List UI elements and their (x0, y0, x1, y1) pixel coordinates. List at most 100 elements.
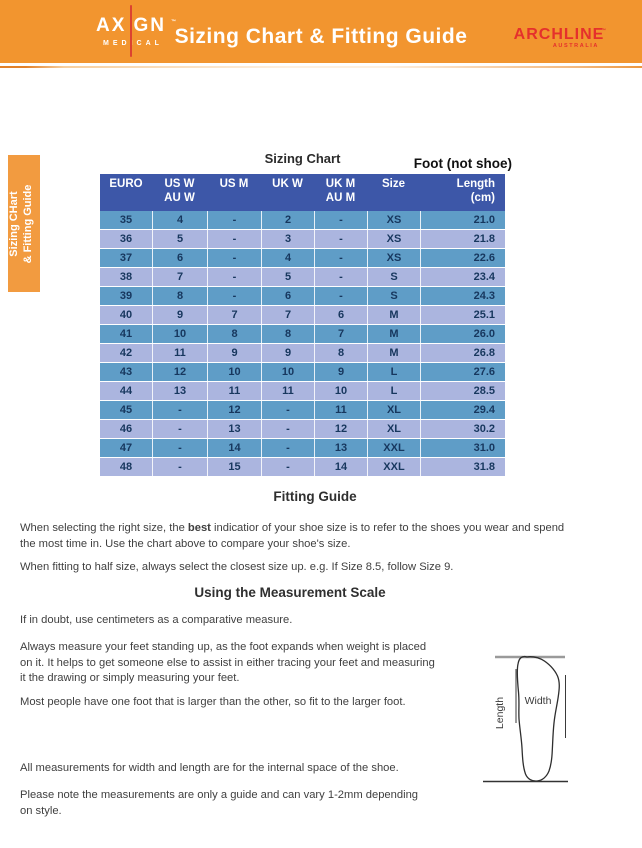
p1-post: indicatior of your shoe size is to refer… (20, 522, 565, 550)
table-cell: - (314, 249, 367, 267)
table-cell: - (207, 287, 261, 305)
axign-medical-logo: AX GN ™ MEDICAL (90, 5, 176, 57)
table-cell: 31.8 (420, 458, 505, 476)
table-cell: 7 (152, 268, 207, 286)
table-row-euro-35: 35 4-2- XS 21.0 (100, 211, 505, 230)
table-cell: - (152, 439, 207, 457)
measurement-paragraph-2: Always measure your feet standing up, as… (20, 641, 435, 684)
axign-wordmark: AX GN ™ (90, 5, 176, 57)
table-cell: - (207, 211, 261, 229)
table-cell: 26.0 (420, 325, 505, 343)
table-row-euro-46: 46-13-12 XL 30.2 (100, 420, 505, 439)
table-cell: 6 (261, 287, 314, 305)
sizing-table-header: EURO US W AU W US M UK W UK M AU M Size Length (c… (100, 174, 505, 211)
table-cell: 6 (152, 249, 207, 267)
table-cell: - (207, 230, 261, 248)
table-row-euro-40: 40 9 7 7 6 M 25.1 (100, 306, 505, 325)
table-cell: 30.2 (420, 420, 505, 438)
table-cell: 38 (100, 268, 152, 286)
table-cell: 41 (100, 325, 152, 343)
table-cell: 8 (314, 344, 367, 362)
axign-wordmark-right: GN (133, 15, 166, 36)
table-cell: - (207, 249, 261, 267)
side-tab-label: Sizing CHart & Fitting Guide (8, 184, 34, 263)
table-cell: 9 (314, 363, 367, 381)
table-cell: 36 (100, 230, 152, 248)
side-tab: Sizing CHart & Fitting Guide (8, 155, 40, 292)
table-cell: 6 (314, 306, 367, 324)
measurement-scale-title: Using the Measurement Scale (194, 585, 386, 600)
table-row-euro-41: 41 10 8 8 7 M 26.0 (100, 325, 505, 344)
table-cell: 12 (207, 401, 261, 419)
p1-pre: When selecting the right size, the (20, 522, 188, 534)
archline-wordmark: ARCHLINE ™ (513, 26, 606, 43)
table-row-euro-37: 37 6-4- XS 22.6 (100, 249, 505, 268)
column-header-uk-m: UK M AU M (325, 178, 356, 204)
fitting-guide-paragraph-2: When fitting to half size, always select… (20, 561, 454, 573)
table-cell: L (367, 363, 420, 381)
table-cell: 25.1 (420, 306, 505, 324)
header-banner: AX GN ™ MEDICAL Sizing Chart & Fitting G… (0, 0, 642, 63)
table-cell: 9 (207, 344, 261, 362)
column-header-us-m: US M (219, 178, 249, 190)
table-cell: - (314, 211, 367, 229)
table-cell: 8 (261, 325, 314, 343)
table-cell: 14 (314, 458, 367, 476)
table-cell: 11 (152, 344, 207, 362)
table-cell: 10 (314, 382, 367, 400)
table-cell: 2 (261, 211, 314, 229)
table-cell: - (152, 458, 207, 476)
archline-name: ARCHLINE (513, 26, 605, 43)
p1-bold: best (187, 522, 211, 534)
table-cell: 23.4 (420, 268, 505, 286)
table-cell: - (261, 439, 314, 457)
table-cell: 4 (261, 249, 314, 267)
foot-outline (516, 655, 560, 782)
table-cell: 11 (314, 401, 367, 419)
table-cell: 10 (152, 325, 207, 343)
table-row-euro-36: 36 5-3- XS 21.8 (100, 230, 505, 249)
page-title: Sizing Chart & Fitting Guide (174, 25, 468, 48)
table-cell: 8 (152, 287, 207, 305)
table-cell: - (314, 287, 367, 305)
table-cell: 37 (100, 249, 152, 267)
table-cell: 13 (207, 420, 261, 438)
column-header-euro: EURO (109, 178, 143, 190)
table-row-euro-43: 43 12 10 10 9 L 27.6 (100, 363, 505, 382)
axign-red-line-icon (130, 5, 132, 57)
table-cell: XXL (367, 439, 420, 457)
table-row-euro-39: 39 8-6- S 24.3 (100, 287, 505, 306)
table-cell: 27.6 (420, 363, 505, 381)
axign-trademark: ™ (171, 19, 176, 25)
table-row-euro-38: 38 7-5- S 23.4 (100, 268, 505, 287)
table-cell: 43 (100, 363, 152, 381)
diagram-width-label: Width (525, 695, 552, 707)
table-row-euro-44: 44 13 11 11 10 L 28.5 (100, 382, 505, 401)
table-cell: 46 (100, 420, 152, 438)
table-cell: 9 (152, 306, 207, 324)
table-cell: XXL (367, 458, 420, 476)
table-cell: M (367, 344, 420, 362)
table-cell: 40 (100, 306, 152, 324)
archline-australia-label: AUSTRALIA (552, 43, 599, 49)
table-cell: - (314, 230, 367, 248)
table-cell: 4 (152, 211, 207, 229)
sizing-table-body: 35 4-2- XS 21.0 36 5-3- XS 21.8 37 6-4- XS 22.6 38 7-… (100, 211, 505, 477)
table-cell: - (261, 401, 314, 419)
table-cell: 48 (100, 458, 152, 476)
axign-wordmark-left: AX (96, 15, 127, 36)
table-cell: 7 (314, 325, 367, 343)
table-row-euro-42: 42 11 9 9 8 M 26.8 (100, 344, 505, 363)
banner-divider-line (0, 66, 642, 68)
table-cell: 9 (261, 344, 314, 362)
table-cell: - (152, 401, 207, 419)
table-row-euro-45: 45-12-11 XL 29.4 (100, 401, 505, 420)
table-cell: M (367, 306, 420, 324)
table-cell: 11 (207, 382, 261, 400)
foot-not-shoe-label: Foot (not shoe) (413, 156, 512, 171)
measurement-paragraph-3: Most people have one foot that is larger… (20, 696, 406, 708)
table-cell: 10 (207, 363, 261, 381)
table-cell: 39 (100, 287, 152, 305)
table-cell: 29.4 (420, 401, 505, 419)
table-cell: 13 (314, 439, 367, 457)
